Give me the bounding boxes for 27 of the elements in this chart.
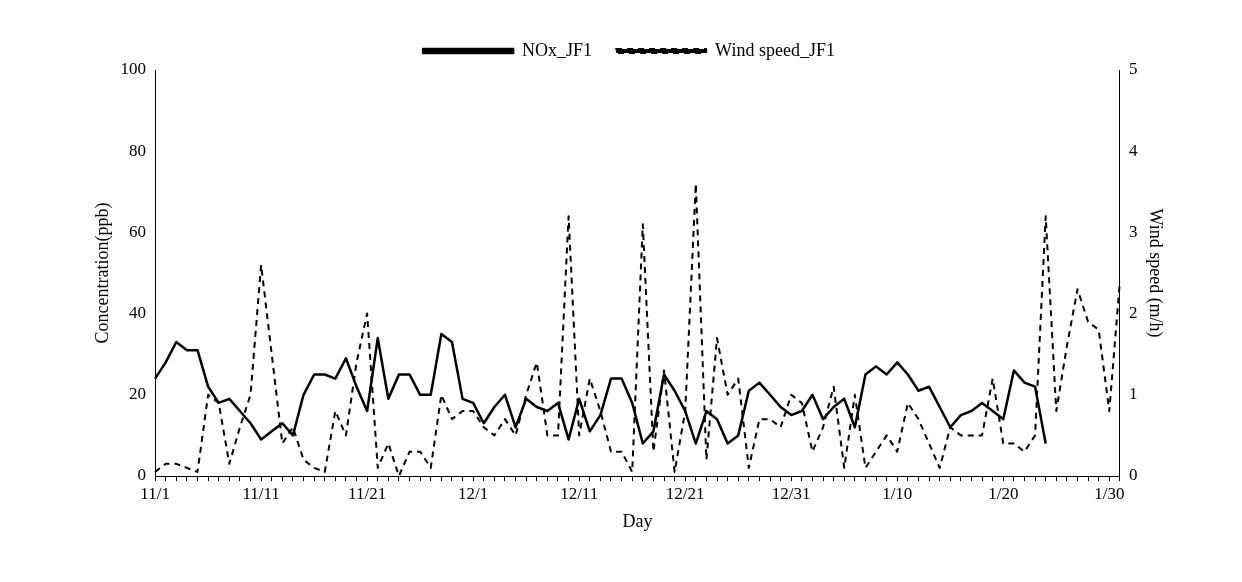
legend-label: NOx_JF1 bbox=[522, 39, 593, 60]
y2-tick-label: 5 bbox=[1128, 59, 1138, 79]
x-tick-label: 12/11 bbox=[560, 483, 599, 503]
y-tick-label: 80 bbox=[129, 140, 147, 160]
x-tick-label: 11/11 bbox=[242, 483, 280, 503]
x-tick-label: 12/31 bbox=[771, 483, 811, 503]
y2-tick-label: 4 bbox=[1128, 140, 1138, 160]
x-axis-title: Day bbox=[622, 510, 653, 531]
y-axis-title: Concentration(ppb) bbox=[91, 202, 113, 344]
y2-axis-title: Wind speed (m/h) bbox=[1145, 208, 1167, 338]
y2-tick-label: 1 bbox=[1128, 384, 1138, 404]
y2-tick-label: 3 bbox=[1128, 221, 1138, 241]
legend-label: Wind speed_JF1 bbox=[715, 39, 835, 60]
x-tick-label: 12/21 bbox=[665, 483, 705, 503]
x-tick-label: 1/10 bbox=[882, 483, 913, 503]
x-tick-label: 11/1 bbox=[140, 483, 170, 503]
y-tick-label: 100 bbox=[120, 59, 147, 79]
x-tick-label: 11/21 bbox=[348, 483, 387, 503]
y2-tick-label: 0 bbox=[1128, 465, 1138, 485]
y-tick-label: 60 bbox=[129, 221, 147, 241]
x-tick-label: 12/1 bbox=[458, 483, 489, 503]
x-tick-label: 1/30 bbox=[1094, 483, 1125, 503]
y-tick-label: 20 bbox=[129, 384, 147, 404]
y-tick-label: 0 bbox=[137, 465, 147, 485]
x-tick-label: 1/20 bbox=[988, 483, 1019, 503]
y2-tick-label: 2 bbox=[1128, 303, 1138, 323]
y-tick-label: 40 bbox=[129, 303, 147, 323]
